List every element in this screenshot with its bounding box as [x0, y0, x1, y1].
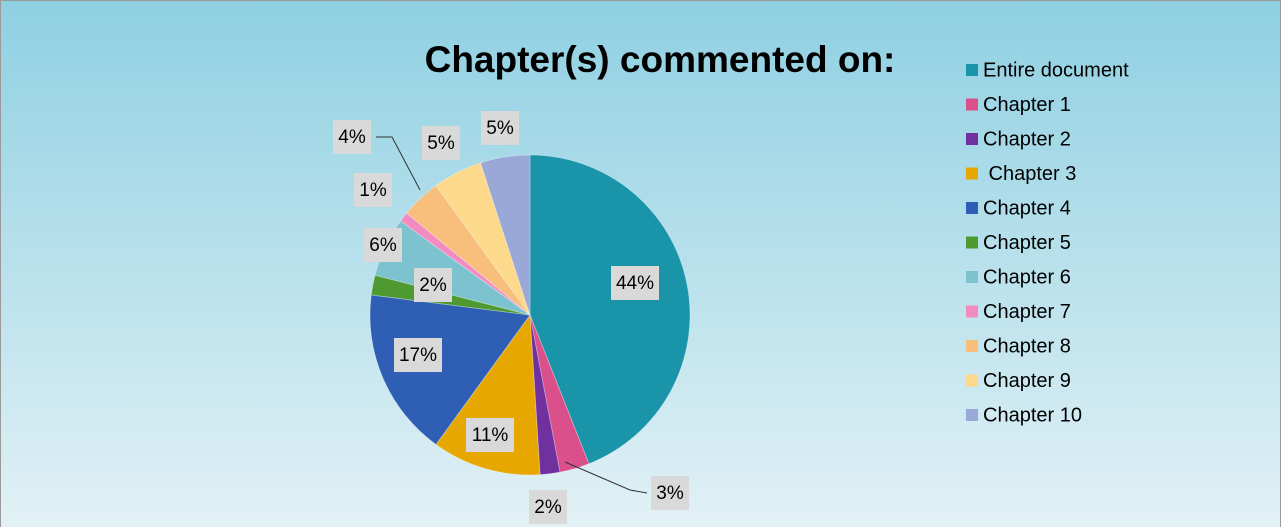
- data-label-box: [466, 418, 514, 452]
- data-label: 3%: [656, 483, 684, 504]
- legend-label: Chapter 2: [983, 128, 1071, 150]
- legend-label: Chapter 3: [983, 163, 1076, 185]
- legend-swatch: [966, 202, 978, 214]
- legend-swatch: [966, 340, 978, 352]
- data-label-box: [611, 266, 659, 300]
- pie-slice: [529, 154, 691, 465]
- legend-swatch: [966, 271, 978, 283]
- legend-label: Chapter 7: [983, 301, 1071, 323]
- legend-swatch: [966, 133, 978, 145]
- legend-label: Chapter 8: [983, 335, 1071, 357]
- data-label-box: [364, 228, 402, 262]
- data-label: 5%: [486, 118, 514, 139]
- data-label: 11%: [472, 425, 509, 446]
- legend-swatch: [966, 305, 978, 318]
- legend-swatch: [966, 236, 978, 249]
- pie-slice: [435, 162, 531, 316]
- data-label-box: [422, 126, 460, 160]
- pie-slice: [435, 313, 541, 476]
- legend-label: Chapter 5: [983, 232, 1071, 254]
- pie-slice: [369, 294, 531, 446]
- chart-title: Chapter(s) commented on:: [425, 39, 896, 80]
- legend-swatch: [966, 409, 978, 421]
- data-label: 44%: [616, 273, 654, 294]
- legend-label: Entire document: [983, 59, 1129, 81]
- data-label: 6%: [369, 235, 397, 256]
- data-label: 17%: [399, 345, 437, 366]
- legend-label: Chapter 4: [983, 197, 1071, 219]
- pie-slice: [529, 314, 561, 476]
- data-label: 4%: [338, 127, 366, 148]
- legend-swatch: [966, 167, 978, 180]
- data-label: 2%: [534, 497, 562, 518]
- data-label-box: [529, 490, 567, 524]
- legend-label: Chapter 9: [983, 370, 1071, 392]
- data-label: 2%: [419, 275, 447, 296]
- data-label-box: [333, 120, 371, 154]
- leader-line: [376, 136, 421, 191]
- legend-label: Chapter 10: [983, 404, 1082, 426]
- data-label: 1%: [359, 180, 387, 201]
- data-label: 5%: [427, 133, 455, 154]
- data-label-box: [354, 173, 392, 207]
- data-label-box: [481, 111, 519, 145]
- leader-line: [564, 461, 648, 494]
- legend-swatch: [966, 64, 978, 76]
- data-label-box: [651, 476, 689, 510]
- data-label-box: [394, 338, 442, 372]
- legend-swatch: [966, 98, 978, 111]
- data-label-box: [414, 268, 452, 302]
- pie-slice: [406, 184, 531, 316]
- pie-slice: [529, 314, 590, 473]
- pie-slice: [399, 212, 531, 316]
- legend-label: Chapter 1: [983, 94, 1071, 116]
- legend-label: Chapter 6: [983, 266, 1071, 288]
- legend-swatch: [966, 374, 978, 387]
- pie-slice: [480, 154, 531, 316]
